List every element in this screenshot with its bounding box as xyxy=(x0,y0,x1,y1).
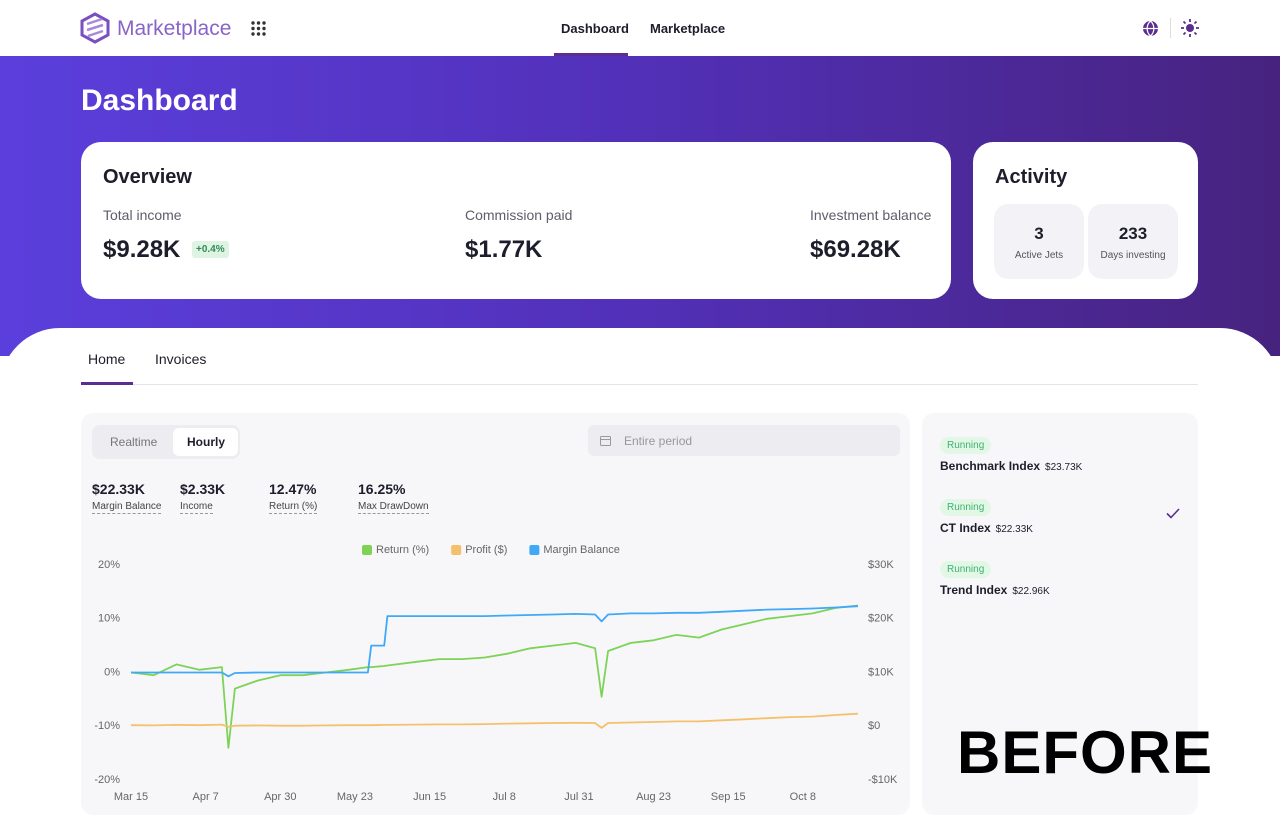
nav-link[interactable]: Dashboard xyxy=(561,21,629,36)
divider xyxy=(1170,18,1171,38)
status-badge: Running xyxy=(940,561,992,578)
top-bar: Marketplace Dashboard Marketplace xyxy=(0,0,1280,56)
stat-label: Total income xyxy=(103,207,182,223)
summary-value: 16.25% xyxy=(358,481,406,497)
stat-badge: +0.4% xyxy=(192,241,229,258)
legend-label: Margin Balance xyxy=(543,544,619,556)
x-tick-label: Mar 15 xyxy=(114,791,148,803)
summary-value: 12.47% xyxy=(269,481,317,497)
status-badge: Running xyxy=(940,499,992,516)
activity-tile: 233 Days investing xyxy=(1088,204,1178,279)
y2-tick-label: $10K xyxy=(868,666,894,678)
y2-tick-label: $30K xyxy=(868,559,894,571)
summary-label: Margin Balance xyxy=(92,501,162,514)
legend-swatch xyxy=(362,545,372,555)
index-item[interactable]: Trend Index $22.96K xyxy=(940,583,1050,597)
series-line xyxy=(131,605,859,678)
y2-tick-label: $20K xyxy=(868,613,894,625)
index-name: CT Index xyxy=(940,521,991,535)
index-value: $22.96K xyxy=(1012,586,1050,597)
apps-icon[interactable] xyxy=(251,21,266,36)
y2-tick-label: $0 xyxy=(868,720,880,732)
card-title: Activity xyxy=(995,166,1068,188)
toggle-option[interactable]: Hourly xyxy=(187,435,226,449)
summary-label: Income xyxy=(180,501,213,514)
x-tick-label: Oct 8 xyxy=(790,791,816,803)
summary-label: Max DrawDown xyxy=(358,501,429,514)
summary-label: Return (%) xyxy=(269,501,318,514)
legend-label: Return (%) xyxy=(376,544,429,556)
theme-icon[interactable] xyxy=(1181,19,1199,37)
y-tick-label: 0% xyxy=(104,666,120,678)
date-picker-text: Entire period xyxy=(624,434,693,448)
tab-active-indicator xyxy=(81,382,133,385)
x-tick-label: Apr 7 xyxy=(192,791,218,803)
x-tick-label: Apr 30 xyxy=(264,791,296,803)
calendar-icon xyxy=(600,436,611,446)
index-name: Benchmark Index xyxy=(940,459,1041,473)
index-value: $23.73K xyxy=(1045,462,1083,473)
card-title: Overview xyxy=(103,166,192,188)
index-item[interactable]: CT Index $22.33K xyxy=(940,521,1033,535)
index-value: $22.33K xyxy=(995,524,1033,535)
tile-value: 3 xyxy=(1034,224,1044,243)
chart-panel: Realtime Hourly Entire period $22.33K Ma… xyxy=(81,413,910,815)
tile-label: Active Jets xyxy=(1014,250,1064,261)
stat-value: $1.77K xyxy=(465,236,543,263)
toggle-option[interactable]: Realtime xyxy=(110,435,158,449)
index-panel: Running Benchmark Index $23.73K Running C… xyxy=(922,413,1198,815)
y-tick-label: 10% xyxy=(98,613,120,625)
stat-value: $9.28K xyxy=(103,236,181,263)
toggle-selected xyxy=(173,428,238,456)
tile-label: Days investing xyxy=(1100,250,1166,261)
y-tick-label: -10% xyxy=(94,720,120,732)
x-tick-label: Sep 15 xyxy=(711,791,746,803)
status-badge: Running xyxy=(940,437,992,454)
logo-icon xyxy=(80,12,110,44)
index-name: Trend Index xyxy=(940,583,1008,597)
page-title: Dashboard xyxy=(81,84,238,117)
overview-card: Overview Total income $9.28K +0.4% Commi… xyxy=(81,142,951,299)
legend-swatch xyxy=(529,545,540,555)
stat-label: Investment balance xyxy=(810,207,932,223)
tab[interactable]: Invoices xyxy=(155,351,207,367)
watermark: BEFORE xyxy=(957,719,1214,786)
y-tick-label: -20% xyxy=(94,774,120,786)
series-line xyxy=(130,604,859,749)
check-icon xyxy=(1166,508,1180,519)
legend-swatch xyxy=(451,545,462,555)
stat-value: $69.28K xyxy=(810,236,901,263)
x-tick-label: Aug 23 xyxy=(636,791,671,803)
stat-label: Commission paid xyxy=(465,207,573,223)
activity-card: Activity 3 Active Jets 233 Days investing xyxy=(973,142,1198,299)
nav-link[interactable]: Marketplace xyxy=(650,21,726,36)
date-picker[interactable] xyxy=(588,425,900,456)
language-icon[interactable] xyxy=(1142,20,1159,37)
tab-divider xyxy=(81,384,1198,385)
x-tick-label: May 23 xyxy=(337,791,373,803)
x-tick-label: Jun 15 xyxy=(413,791,446,803)
tile-value: 233 xyxy=(1118,224,1148,243)
index-item[interactable]: Benchmark Index $23.73K xyxy=(940,459,1082,473)
summary-value: $22.33K xyxy=(92,481,145,497)
tab[interactable]: Home xyxy=(88,351,126,367)
x-tick-label: Jul 31 xyxy=(564,791,593,803)
brand[interactable]: Marketplace xyxy=(117,17,232,40)
series-line xyxy=(130,712,859,729)
x-tick-label: Jul 8 xyxy=(493,791,516,803)
y2-tick-label: -$10K xyxy=(868,774,898,786)
activity-tile: 3 Active Jets xyxy=(994,204,1084,279)
y-tick-label: 20% xyxy=(98,559,120,571)
nav-active-indicator xyxy=(554,53,628,56)
summary-value: $2.33K xyxy=(180,481,226,497)
legend-label: Profit ($) xyxy=(465,544,507,556)
